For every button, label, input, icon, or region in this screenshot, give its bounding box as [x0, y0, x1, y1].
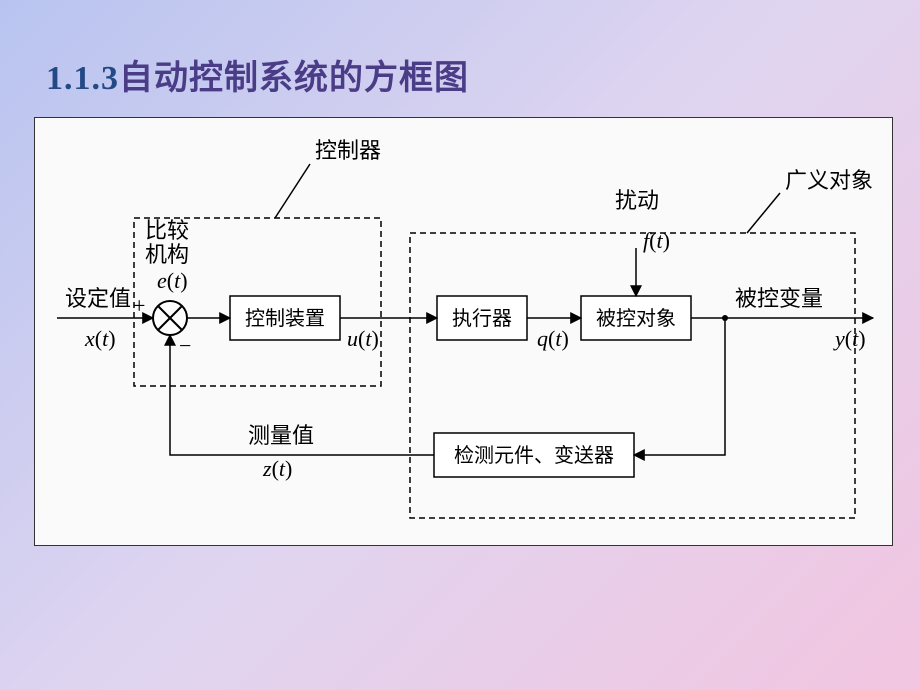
sig-x: x(t) [84, 326, 116, 351]
sig-q: q(t) [537, 326, 569, 351]
block-diagram-frame: 控制装置 执行器 被控对象 检测元件、变送器 控制器 扰动 广义对象 比较 机构… [34, 117, 893, 546]
actuator-label: 执行器 [452, 307, 512, 330]
title-text: 自动控制系统的方框图 [119, 60, 469, 97]
plant-label: 被控对象 [596, 307, 676, 330]
controlled-var-text: 被控变量 [735, 286, 823, 311]
control-device-label: 控制装置 [245, 307, 325, 330]
disturbance-text: 扰动 [615, 188, 659, 213]
controller-text: 控制器 [315, 138, 381, 163]
sum-minus: − [179, 333, 191, 358]
comparator-l2: 机构 [145, 242, 189, 267]
genplant-text: 广义对象 [785, 168, 873, 193]
sig-f: f(t) [643, 228, 670, 253]
measured-text: 测量值 [248, 423, 314, 448]
slide-title: 1.1.3自动控制系统的方框图 [46, 50, 469, 99]
sig-u: u(t) [347, 326, 379, 351]
sig-e: e(t) [157, 268, 188, 293]
sensor-label: 检测元件、变送器 [454, 444, 614, 467]
controller-leader [275, 164, 310, 218]
genplant-leader [747, 193, 780, 233]
sig-y: y(t) [833, 326, 866, 351]
sum-plus: + [133, 293, 145, 318]
block-diagram-svg: 控制装置 执行器 被控对象 检测元件、变送器 控制器 扰动 广义对象 比较 机构… [35, 118, 892, 545]
setpoint-text: 设定值 [65, 286, 131, 311]
sig-z: z(t) [262, 456, 292, 481]
title-number: 1.1.3 [46, 60, 119, 97]
comparator-l1: 比较 [145, 218, 189, 243]
